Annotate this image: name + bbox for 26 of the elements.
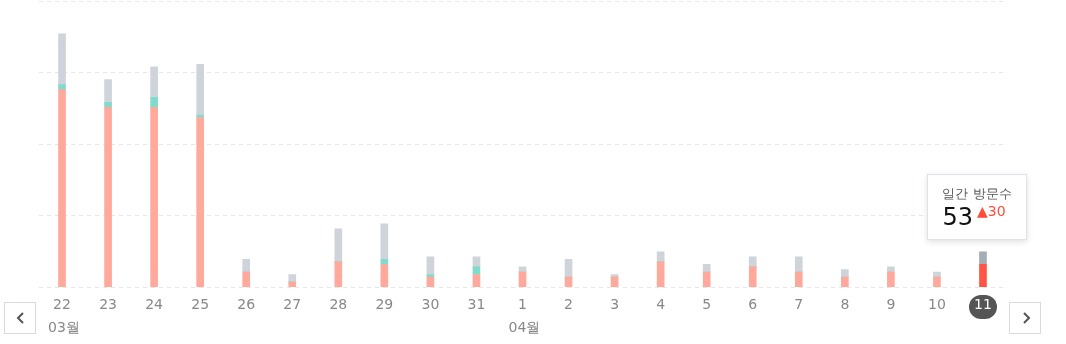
x-tick-label: 26 (237, 296, 256, 313)
x-tick-label: 1 (518, 296, 527, 313)
x-tick-label: 23 (99, 296, 117, 313)
x-tick-label: 8 (840, 296, 850, 313)
annotation: ▲30 (977, 202, 1006, 219)
x-tick-label: 10 (928, 296, 946, 313)
x-tick-label: 22 (53, 296, 71, 313)
annotation: 53 (942, 202, 974, 231)
x-tick-label: 11 (974, 296, 992, 313)
x-tick-label: 30 (421, 296, 440, 313)
x-tick-label: 29 (375, 296, 394, 313)
annotation: 일간 방문수 (942, 184, 1012, 203)
text: 03월 (48, 319, 80, 337)
x-tick-label: 31 (467, 296, 486, 313)
x-tick-label: 27 (283, 296, 302, 313)
x-tick-label: 28 (329, 296, 348, 313)
x-tick-label: 2 (564, 296, 574, 313)
text: 04월 (508, 319, 541, 337)
x-tick-label: 6 (748, 296, 758, 313)
x-tick-label: 25 (191, 296, 210, 313)
x-tick-label: 5 (702, 296, 712, 313)
x-tick-label: 7 (794, 296, 804, 313)
x-tick-label: 24 (145, 296, 164, 313)
x-tick-label: 3 (610, 296, 620, 313)
x-tick-label: 4 (656, 296, 666, 313)
x-tick-label: 9 (886, 296, 896, 313)
